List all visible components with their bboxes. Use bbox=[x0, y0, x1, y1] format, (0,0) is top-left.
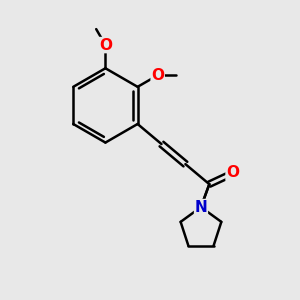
Text: O: O bbox=[99, 38, 112, 52]
Text: N: N bbox=[195, 200, 207, 214]
Text: O: O bbox=[226, 165, 239, 180]
Text: O: O bbox=[151, 68, 164, 83]
